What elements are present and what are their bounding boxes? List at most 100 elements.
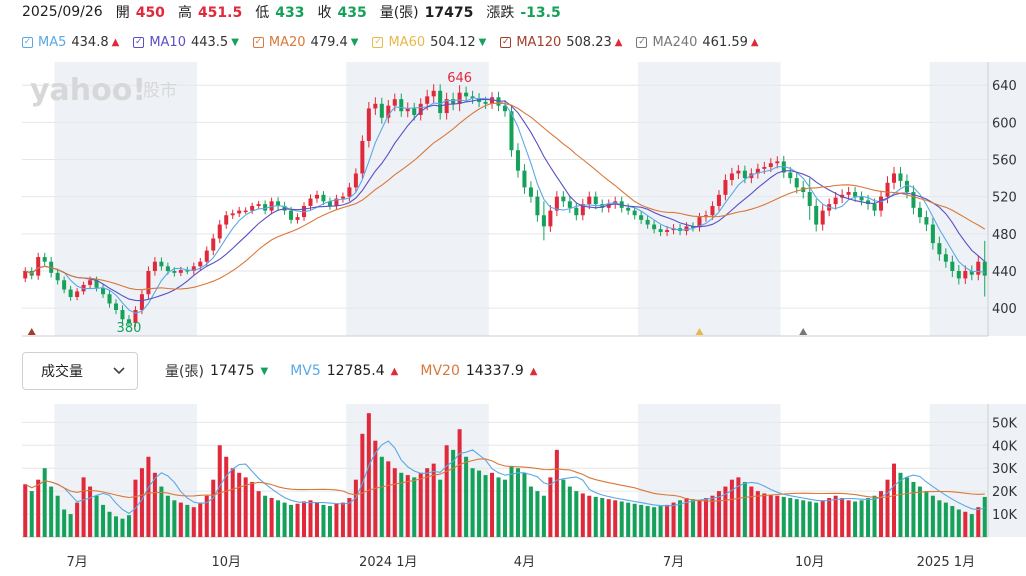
volume-bar — [853, 501, 858, 537]
volume-bar — [152, 472, 157, 537]
checkbox-icon[interactable]: ✓ — [252, 36, 264, 48]
candle-body — [230, 213, 235, 216]
close-item: 收 435 — [317, 2, 366, 22]
volume-bar — [107, 511, 112, 537]
volume-bar — [347, 498, 352, 537]
volume-indicator-label: 成交量 — [41, 364, 83, 380]
volume-bar — [548, 477, 553, 537]
volume-bar — [943, 502, 948, 537]
ma-name: MA240 — [652, 34, 698, 50]
ma-legend-item-ma20[interactable]: ✓ MA20 479.4 ▼ — [252, 35, 358, 50]
candle-body — [509, 111, 514, 151]
candle-body — [399, 99, 404, 112]
candle-body — [716, 194, 721, 206]
volume-item: 量(張) 17475 — [380, 2, 474, 22]
candle-body — [308, 198, 313, 206]
volume-bar — [619, 501, 624, 537]
candle-body — [146, 270, 151, 295]
candle-body — [295, 217, 300, 220]
volume-bar — [457, 429, 462, 537]
volume-bar — [755, 491, 760, 537]
volume-bar — [425, 468, 430, 537]
volume-bar — [477, 470, 482, 537]
month-band — [637, 62, 781, 336]
checkbox-icon[interactable]: ✓ — [133, 36, 145, 48]
candle-body — [729, 173, 734, 180]
volume-bar — [969, 514, 974, 537]
x-tick-label: 2025 1月 — [917, 555, 976, 570]
volume-bar — [502, 479, 508, 537]
change-label: 漲跌 — [486, 5, 515, 21]
candle-body — [113, 303, 119, 310]
volume-indicator-dropdown[interactable]: 成交量 — [22, 352, 138, 390]
volume-bar — [451, 449, 456, 537]
open-label: 開 — [115, 5, 130, 21]
open-item: 開 450 — [116, 2, 165, 22]
volume-bar — [515, 468, 520, 537]
ma-legend-item-ma240[interactable]: ✓ MA240 461.59 ▲ — [636, 34, 759, 50]
candle-body — [55, 272, 60, 281]
volume-bar — [483, 475, 488, 537]
candle-body — [943, 254, 948, 262]
chevron-down-icon — [113, 363, 125, 379]
candle-body — [658, 229, 663, 232]
triangle-up-icon: ▲ — [111, 36, 120, 48]
candle-body — [742, 170, 747, 179]
high-label: 高 — [177, 5, 192, 21]
volume-legend-value: 14337.9 — [465, 363, 524, 379]
candle-body — [866, 200, 871, 205]
volume-bar — [159, 486, 164, 537]
volume-bar — [691, 499, 696, 537]
candle-body — [911, 192, 916, 208]
volume-bar — [172, 500, 177, 537]
candle-body — [431, 90, 436, 97]
checkbox-icon[interactable]: ✓ — [372, 36, 384, 48]
high-item: 高 451.5 — [178, 2, 242, 22]
volume-bar — [703, 498, 708, 537]
candle-body — [982, 261, 987, 276]
volume-bar — [386, 461, 391, 537]
volume-bar — [191, 507, 196, 537]
candle-body — [561, 196, 566, 202]
x-tick-label: 7月 — [66, 555, 87, 570]
ma-legend-item-ma120[interactable]: ✓ MA120 508.23 ▲ — [500, 35, 622, 50]
volume-legend-item: MV5 12785.4 ▲ — [290, 363, 404, 379]
volume-bar — [75, 502, 80, 537]
candle-body — [483, 101, 488, 104]
checkbox-icon[interactable]: ✓ — [500, 36, 512, 48]
candle-body — [185, 270, 190, 272]
volume-bar — [742, 481, 747, 537]
candle-body — [788, 172, 793, 179]
volume-bar — [185, 504, 190, 537]
volume-bar — [490, 472, 495, 537]
checkbox-icon[interactable]: ✓ — [22, 36, 33, 48]
volume-bar — [314, 502, 319, 537]
ma-legend-item-ma60[interactable]: ✓ MA60 504.12 ▼ — [372, 35, 486, 50]
volume-bar — [814, 502, 819, 537]
volume-legend-value: 12785.4 — [326, 363, 385, 379]
volume-bar — [794, 499, 799, 537]
ma-line-ma20 — [25, 102, 986, 291]
checkbox-icon[interactable]: ✓ — [636, 36, 648, 48]
volume-bar — [976, 507, 981, 537]
candle-body — [133, 309, 138, 323]
volume-bar — [204, 495, 209, 537]
volume-bar — [898, 472, 903, 537]
candle-body — [321, 194, 326, 202]
triangle-up-icon: ▲ — [529, 365, 538, 377]
volume-chart: 10K 20K 30K 40K 50K 7月 10月 2024 1月 4月 7月 10月 2025 1… — [22, 404, 1026, 570]
candle-body — [541, 215, 546, 227]
close-label: 收 — [317, 5, 332, 21]
volume-bar — [496, 477, 501, 537]
volume-bar — [956, 509, 961, 537]
candle-body — [444, 99, 449, 114]
candle-body — [652, 224, 657, 230]
volume-bar — [165, 495, 170, 537]
candle-body — [548, 210, 553, 227]
ma-legend-item-ma5[interactable]: ✓ MA5 434.8 ▲ — [22, 35, 119, 50]
volume-bar — [464, 456, 469, 537]
candle-body — [392, 99, 397, 106]
volume-bar — [587, 495, 592, 537]
ma-legend-item-ma10[interactable]: ✓ MA10 443.5 ▼ — [133, 35, 239, 50]
candle-body — [152, 261, 157, 271]
